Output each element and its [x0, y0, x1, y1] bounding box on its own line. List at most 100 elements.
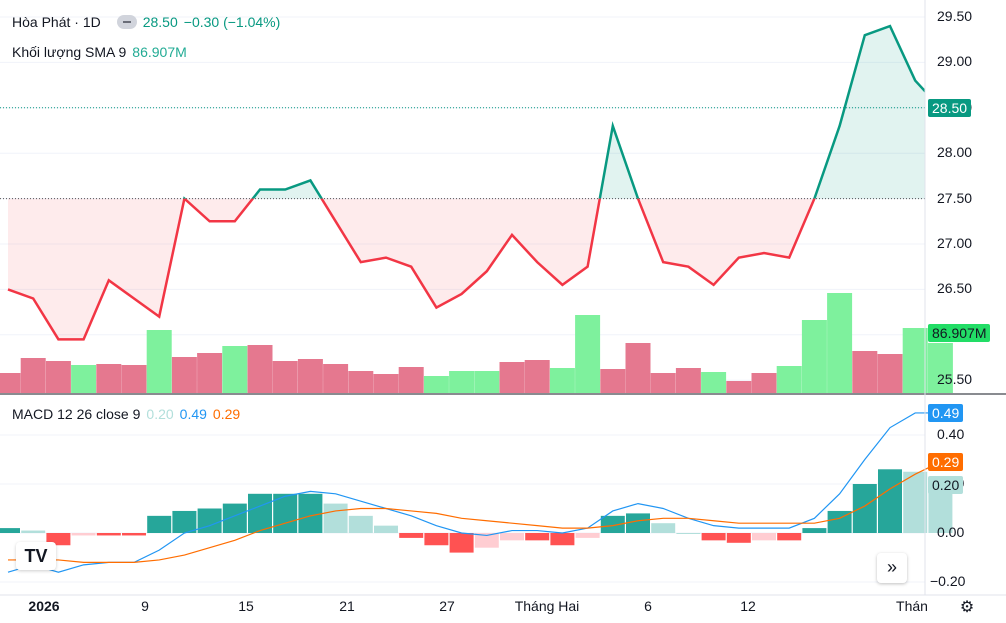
volume-bar	[701, 372, 727, 393]
volume-bar	[45, 361, 71, 393]
volume-bar	[827, 293, 853, 393]
tradingview-logo-icon[interactable]: TV	[16, 542, 56, 570]
volume-bar	[751, 373, 777, 393]
macd-hist-bar	[424, 533, 449, 546]
volume-bar	[776, 366, 802, 393]
macd-hist-bar	[626, 513, 650, 533]
volume-bar	[373, 374, 399, 393]
volume-bar	[902, 328, 928, 393]
volume-bar	[625, 343, 651, 393]
macd-hist-bar	[852, 484, 877, 533]
volume-bar	[852, 351, 878, 393]
macd-hist-bar	[399, 533, 424, 538]
volume-bar	[272, 361, 298, 393]
macd-lines	[7, 412, 941, 573]
volume-bar	[499, 362, 525, 393]
macd-line-value: 0.49	[179, 406, 207, 422]
volume-bar	[801, 320, 827, 393]
volume-bar	[247, 345, 273, 393]
volume-bar	[20, 358, 46, 393]
macd-hist-bar	[197, 508, 222, 533]
macd-signal-value: 0.29	[212, 406, 241, 422]
volume-label[interactable]: Khối lượng SMA 9	[12, 44, 127, 60]
macd-hist-bar	[676, 533, 701, 534]
macd-hist-bar	[348, 515, 373, 533]
price-tick: 27.00	[937, 235, 973, 251]
macd-tag: 0.49	[928, 404, 964, 422]
macd-hist-bar	[374, 525, 398, 533]
macd-hist-bar	[147, 515, 172, 533]
macd-hist-bar	[323, 503, 348, 533]
macd-histogram	[0, 469, 953, 553]
volume-bar	[877, 354, 903, 393]
macd-hist-bar	[726, 533, 751, 543]
macd-line	[7, 412, 941, 573]
macd-hist-bar	[222, 503, 247, 533]
macd-hist-bar	[575, 533, 600, 538]
volume-bar	[146, 330, 172, 393]
macd-hist-bar	[0, 528, 20, 533]
price-line	[7, 24, 925, 341]
volume-bar	[0, 373, 21, 393]
volume-bar	[96, 364, 122, 393]
scroll-to-realtime-button[interactable]: »	[877, 553, 907, 583]
volume-bar	[524, 360, 550, 393]
signal-line	[8, 461, 941, 564]
time-label: Thán	[896, 598, 928, 614]
macd-hist-bar	[273, 493, 298, 533]
last-price: 28.50	[142, 14, 178, 30]
visibility-toggle-icon[interactable]	[116, 15, 137, 29]
volume-bar	[323, 364, 349, 393]
price-tick: 28.00	[937, 144, 973, 161]
price-area-up	[8, 26, 925, 199]
macd-hist-value: 0.20	[146, 406, 174, 422]
volume-bar	[449, 371, 475, 393]
time-label: 12	[740, 598, 756, 614]
volume-bar	[348, 371, 374, 393]
macd-hist-bar	[600, 515, 625, 533]
volume-bar	[675, 368, 701, 393]
macd-hist-bar	[701, 533, 726, 541]
symbol-name[interactable]: Hòa Phát · 1D	[12, 14, 101, 30]
hist-tag: 0.20	[928, 476, 964, 494]
macd-hist-bar	[298, 493, 323, 533]
macd-hist-bar	[878, 469, 902, 533]
volume-value: 86.907M	[132, 44, 187, 60]
volume-bar	[927, 343, 953, 393]
price-area	[8, 26, 925, 340]
macd-label[interactable]: MACD 12 26 close 9	[12, 406, 141, 422]
volume-bar	[398, 367, 424, 393]
macd-tick: 0.00	[937, 524, 965, 540]
last-price-tag: 28.50	[928, 99, 972, 117]
macd-hist-bar	[248, 493, 272, 533]
volume-tag: 86.907M	[928, 324, 991, 342]
macd-hist-bar	[827, 510, 852, 533]
volume-bar	[549, 368, 575, 393]
macd-tick: 0.40	[937, 426, 965, 442]
macd-hist-bar	[651, 523, 676, 533]
macd-hist-bar	[903, 471, 928, 533]
macd-hist-bar	[777, 533, 802, 541]
price-tick: 25.50	[937, 371, 973, 388]
time-label: 15	[238, 598, 254, 614]
volume-bar	[423, 376, 449, 393]
volume-bar	[650, 373, 676, 393]
macd-hist-bar	[172, 510, 197, 533]
volume-bar	[297, 359, 323, 393]
price-tick: 29.50	[937, 8, 973, 24]
volume-bar	[474, 371, 500, 393]
macd-hist-bar	[122, 533, 146, 536]
volume-bars	[0, 293, 953, 393]
volume-bar	[600, 369, 626, 393]
signal-tag: 0.29	[928, 453, 964, 471]
volume-bar	[575, 315, 601, 393]
price-tick: 26.50	[937, 280, 973, 297]
time-label: Tháng Hai	[514, 598, 580, 614]
macd-hist-bar	[500, 533, 524, 541]
settings-gear-icon[interactable]: ⚙	[959, 599, 975, 616]
volume-bar	[222, 346, 248, 393]
macd-hist-bar	[525, 533, 550, 541]
time-label: 27	[439, 598, 455, 614]
price-tick: 27.50	[937, 189, 973, 206]
